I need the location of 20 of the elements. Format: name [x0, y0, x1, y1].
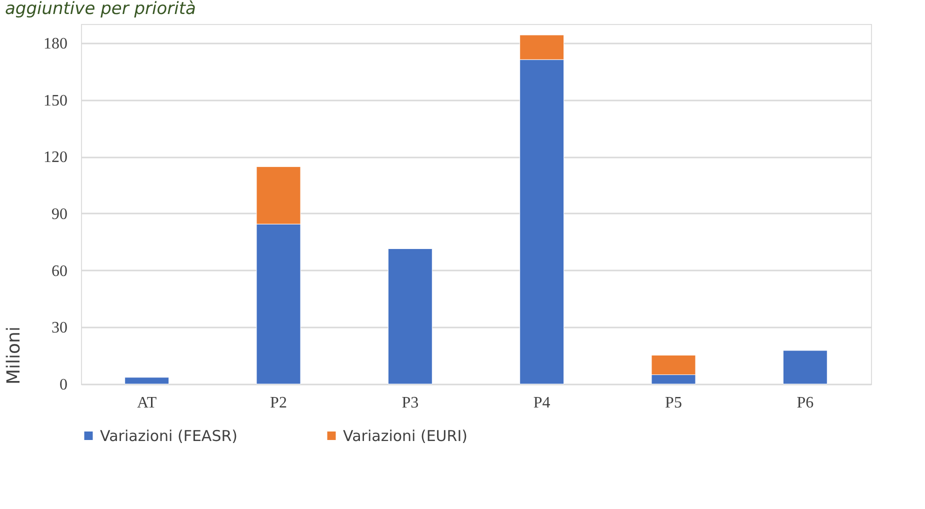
bar [782, 350, 828, 384]
y-tick-label: 60 [52, 262, 68, 280]
chart-title: aggiuntive per priorità [5, 0, 196, 19]
x-tick-label: P3 [402, 394, 419, 412]
bar [388, 248, 432, 384]
bar [124, 377, 170, 384]
y-tick-label: 150 [44, 92, 68, 110]
legend-label: Variazioni (FEASR) [100, 426, 238, 445]
y-tick-label: 120 [44, 149, 68, 166]
y-tick-label: 180 [44, 35, 68, 52]
x-tick-label: P5 [665, 394, 682, 412]
y-axis-title: Milioni [4, 326, 24, 384]
x-tick-label: P6 [796, 394, 814, 412]
x-tick-label: AT [137, 394, 157, 412]
y-tick-label: 90 [52, 206, 68, 223]
legend-label: Variazioni (EURI) [343, 426, 468, 445]
y-tick-label: 0 [60, 376, 68, 394]
x-tick-label: P4 [533, 394, 550, 412]
y-tick-label: 30 [52, 320, 68, 337]
x-tick-label: P2 [270, 394, 287, 412]
